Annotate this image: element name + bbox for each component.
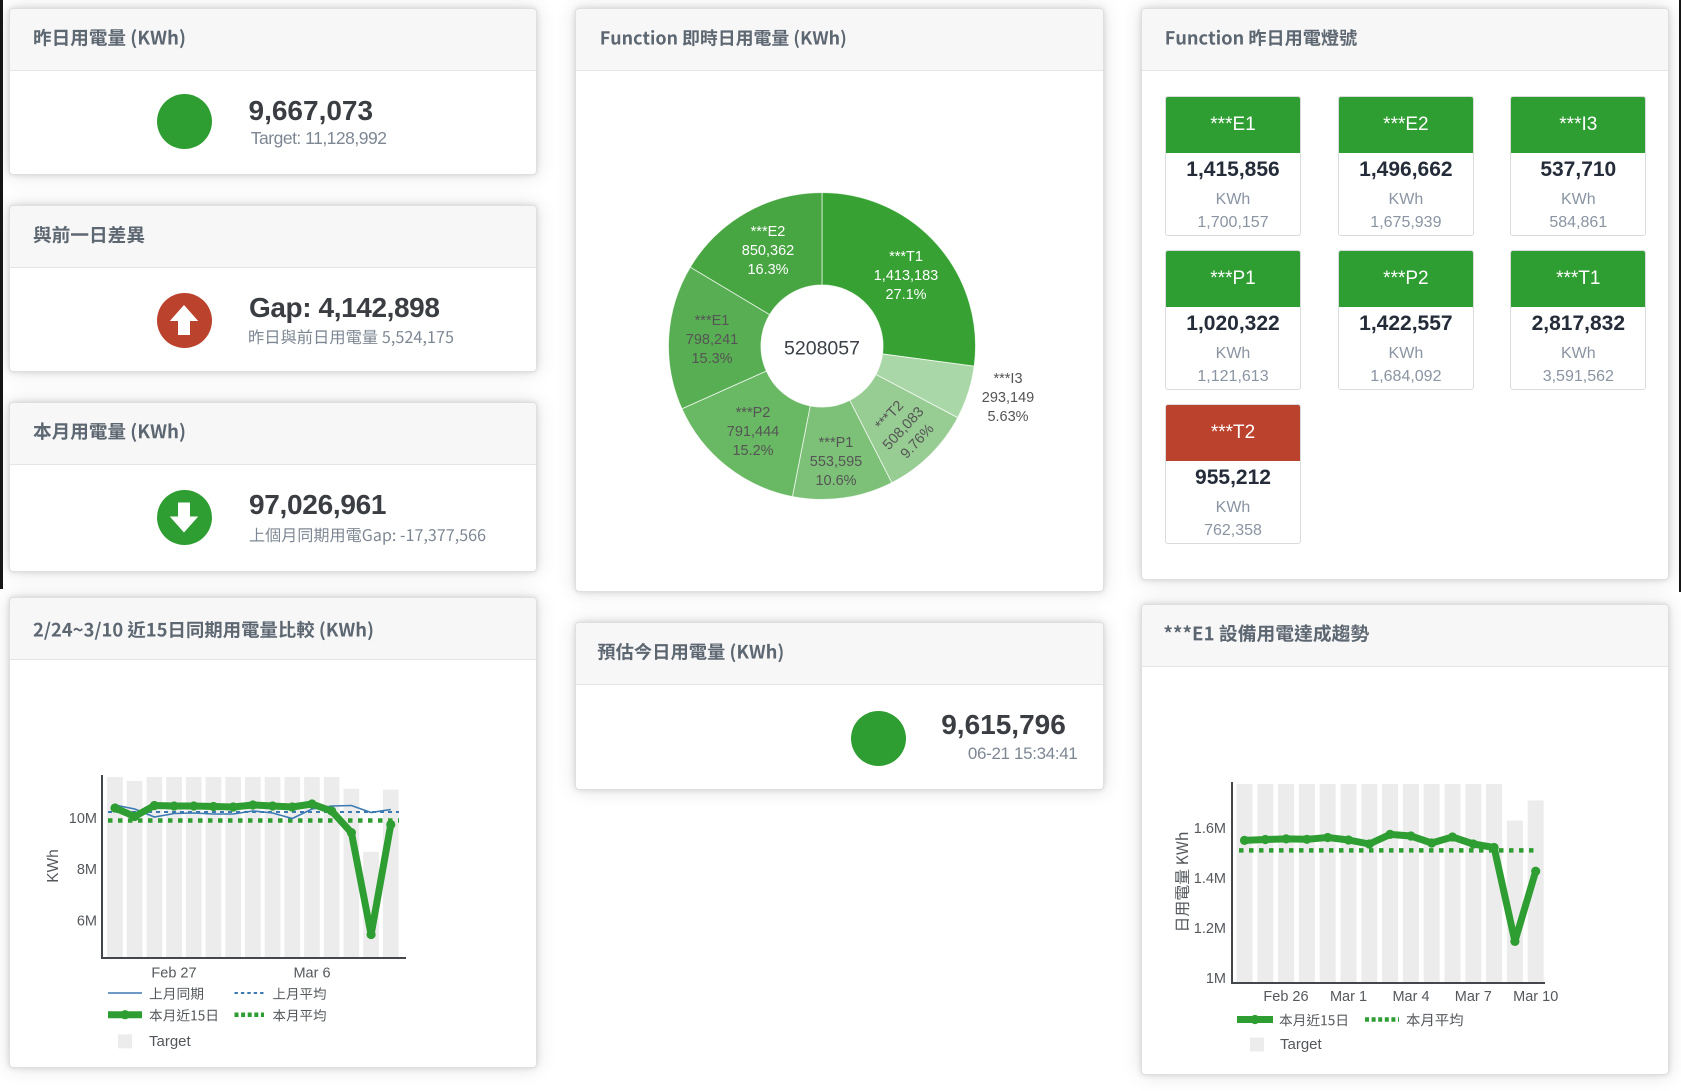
svg-text:15.2%: 15.2% bbox=[732, 443, 773, 459]
svg-text:791,444: 791,444 bbox=[727, 424, 779, 440]
svg-text:KWh: KWh bbox=[45, 849, 62, 883]
svg-text:***P2: ***P2 bbox=[736, 405, 771, 421]
svg-text:798,241: 798,241 bbox=[686, 332, 738, 348]
svg-text:Mar 1: Mar 1 bbox=[1330, 989, 1367, 1005]
svg-text:***T1: ***T1 bbox=[889, 249, 923, 265]
svg-text:5208057: 5208057 bbox=[784, 338, 860, 360]
svg-text:Target: Target bbox=[149, 1033, 192, 1050]
svg-text:1,413,183: 1,413,183 bbox=[874, 268, 939, 284]
svg-text:293,149: 293,149 bbox=[982, 390, 1034, 406]
svg-text:10M: 10M bbox=[69, 811, 97, 827]
svg-text:Mar 10: Mar 10 bbox=[1513, 989, 1558, 1005]
svg-text:Mar 6: Mar 6 bbox=[293, 965, 330, 981]
svg-text:Feb 27: Feb 27 bbox=[151, 965, 196, 981]
svg-text:8M: 8M bbox=[77, 862, 97, 878]
svg-text:Target: Target bbox=[1280, 1036, 1323, 1053]
svg-text:***I3: ***I3 bbox=[993, 371, 1022, 387]
svg-text:553,595: 553,595 bbox=[810, 454, 862, 470]
svg-text:5.63%: 5.63% bbox=[987, 409, 1028, 425]
svg-text:***P1: ***P1 bbox=[819, 435, 854, 451]
svg-text:Mar 4: Mar 4 bbox=[1392, 989, 1429, 1005]
svg-text:16.3%: 16.3% bbox=[747, 262, 788, 278]
svg-text:Mar 7: Mar 7 bbox=[1455, 989, 1492, 1005]
svg-text:27.1%: 27.1% bbox=[885, 287, 926, 303]
svg-text:15.3%: 15.3% bbox=[691, 351, 732, 367]
svg-text:6M: 6M bbox=[77, 914, 97, 930]
svg-text:1.2M: 1.2M bbox=[1194, 921, 1226, 937]
svg-text:Feb 26: Feb 26 bbox=[1263, 989, 1308, 1005]
svg-text:***E2: ***E2 bbox=[751, 224, 786, 240]
svg-text:1.6M: 1.6M bbox=[1194, 821, 1226, 837]
svg-text:1.4M: 1.4M bbox=[1194, 871, 1226, 887]
svg-text:***E1: ***E1 bbox=[695, 313, 730, 329]
svg-text:1M: 1M bbox=[1206, 971, 1226, 987]
svg-text:10.6%: 10.6% bbox=[815, 473, 856, 489]
svg-text:850,362: 850,362 bbox=[742, 243, 794, 259]
